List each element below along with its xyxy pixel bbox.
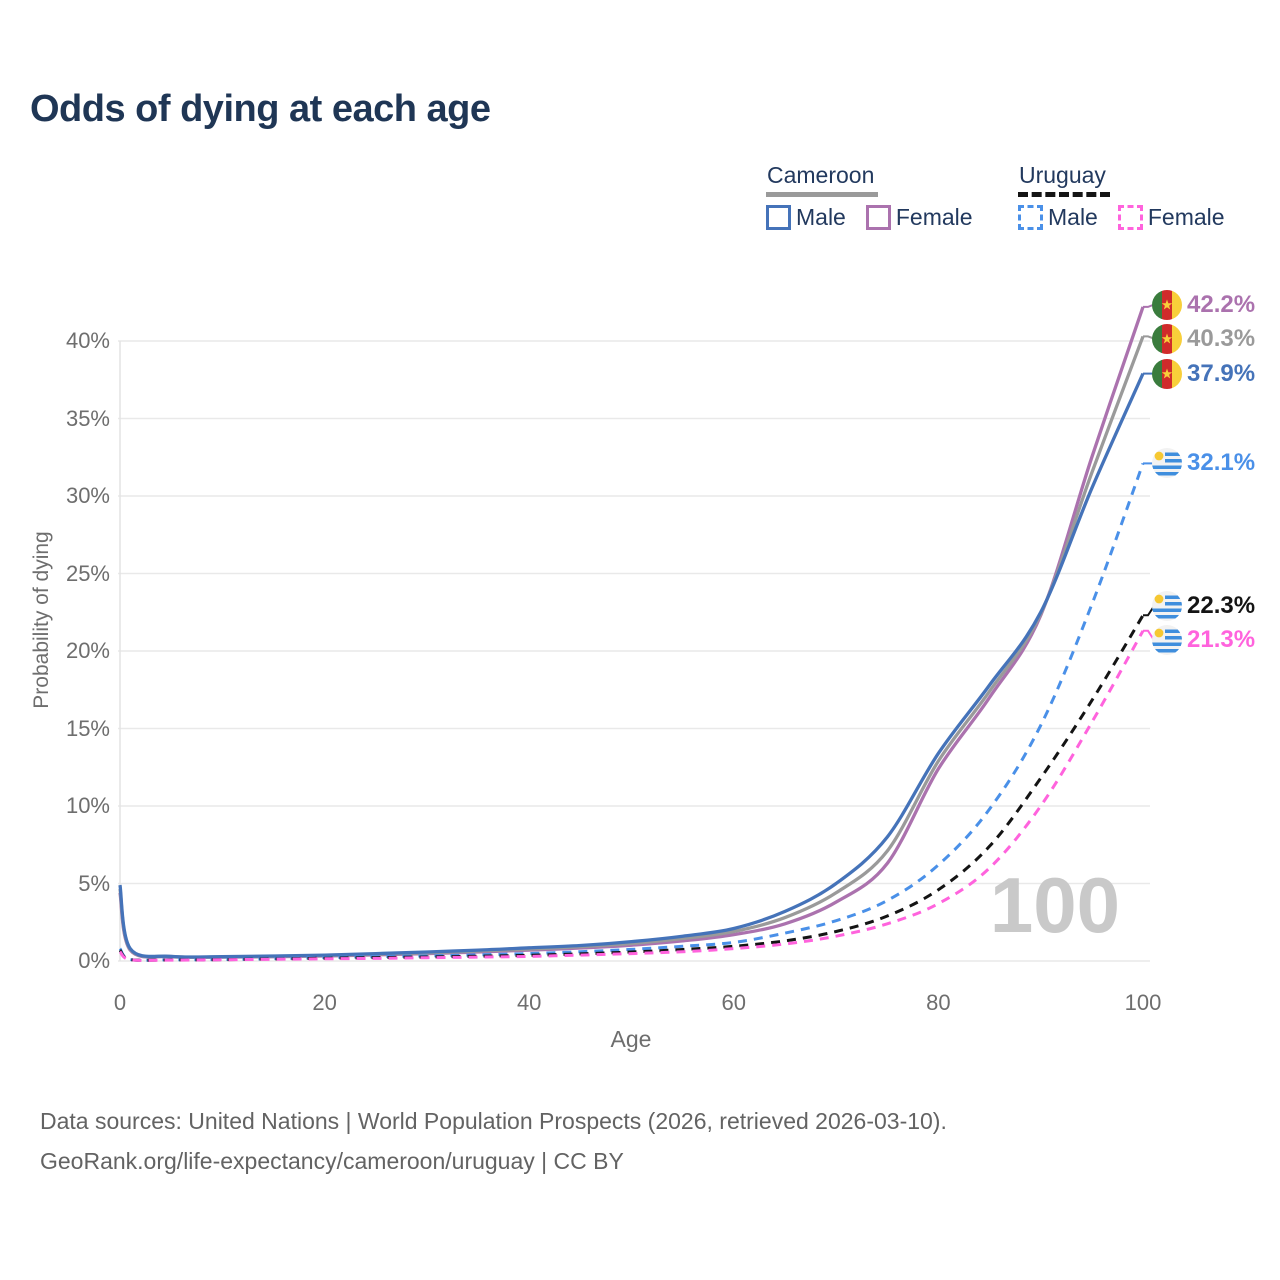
legend-swatch: [1018, 205, 1043, 230]
legend-item-label: Male: [1048, 204, 1098, 230]
end-label-cameroon-female: 42.2%: [1152, 290, 1255, 320]
legend-swatch: [766, 205, 791, 230]
uruguay-flag-icon: [1152, 591, 1182, 621]
age-watermark: 100: [989, 861, 1120, 949]
page-title: Odds of dying at each age: [30, 88, 491, 130]
end-label-uruguay-both: 22.3%: [1152, 591, 1255, 621]
end-label-uruguay-male: 32.1%: [1152, 448, 1255, 478]
end-label-cameroon-both: 40.3%: [1152, 324, 1255, 354]
x-tick-label: 20: [312, 990, 337, 1015]
legend-swatch: [1117, 205, 1143, 230]
legend-item-cameroon-female[interactable]: Female: [865, 204, 973, 231]
y-tick-label: 15%: [65, 715, 110, 741]
legend-item-label: Male: [796, 204, 846, 230]
cameroon-flag-icon: [1152, 359, 1182, 389]
x-tick-label: 60: [721, 990, 747, 1015]
x-axis-title: Age: [610, 1026, 652, 1052]
x-tick-label: 100: [1124, 990, 1162, 1015]
cameroon-flag-icon: [1152, 324, 1182, 354]
y-tick-label: 20%: [65, 638, 110, 663]
y-tick-label: 10%: [65, 793, 110, 818]
x-tick-label: 80: [926, 990, 951, 1015]
legend-item-label: Female: [895, 204, 973, 230]
source-url-text[interactable]: GeoRank.org/life-expectancy/cameroon/uru…: [40, 1148, 624, 1174]
data-source-text: Data sources: United Nations | World Pop…: [40, 1108, 947, 1134]
legend-item-uruguay-female[interactable]: Female: [1117, 204, 1225, 231]
y-tick-label: 5%: [78, 870, 110, 896]
end-value: 32.1%: [1187, 449, 1256, 476]
end-value: 42.2%: [1187, 291, 1256, 318]
legend-group-uruguay: Uruguay Male Female: [1018, 162, 1225, 231]
y-tick-label: 35%: [65, 405, 110, 431]
y-tick-label: 40%: [65, 328, 110, 353]
end-label-uruguay-female: 21.3%: [1152, 625, 1255, 655]
y-tick-label: 0%: [78, 948, 110, 973]
end-label-cameroon-male: 37.9%: [1152, 359, 1255, 389]
series-line-cameroon-female[interactable]: [118, 306, 1145, 959]
series-line-cameroon-male[interactable]: [118, 372, 1145, 959]
legend-group-cameroon: Cameroon Male Female: [766, 162, 973, 231]
y-tick-label: 30%: [65, 483, 110, 508]
x-tick-label: 40: [516, 990, 542, 1015]
end-value: 22.3%: [1187, 592, 1256, 619]
end-value: 40.3%: [1187, 325, 1256, 352]
legend-item-cameroon-male[interactable]: Male: [766, 204, 846, 231]
series-line-uruguay-both[interactable]: [118, 614, 1145, 962]
y-tick-label: 25%: [65, 560, 110, 586]
cameroon-flag-icon: [1152, 290, 1182, 320]
end-value: 21.3%: [1187, 626, 1256, 653]
legend-item-uruguay-male[interactable]: Male: [1018, 204, 1098, 231]
legend-swatch: [865, 205, 891, 230]
uruguay-flag-icon: [1152, 448, 1182, 478]
end-value: 37.9%: [1187, 360, 1256, 387]
legend-country-label: Uruguay: [1018, 162, 1110, 197]
legend-item-label: Female: [1147, 204, 1225, 230]
y-axis-title: Probability of dying: [30, 531, 53, 709]
uruguay-flag-icon: [1152, 625, 1182, 655]
x-tick-label: 0: [113, 990, 127, 1015]
legend-country-label: Cameroon: [766, 162, 879, 197]
